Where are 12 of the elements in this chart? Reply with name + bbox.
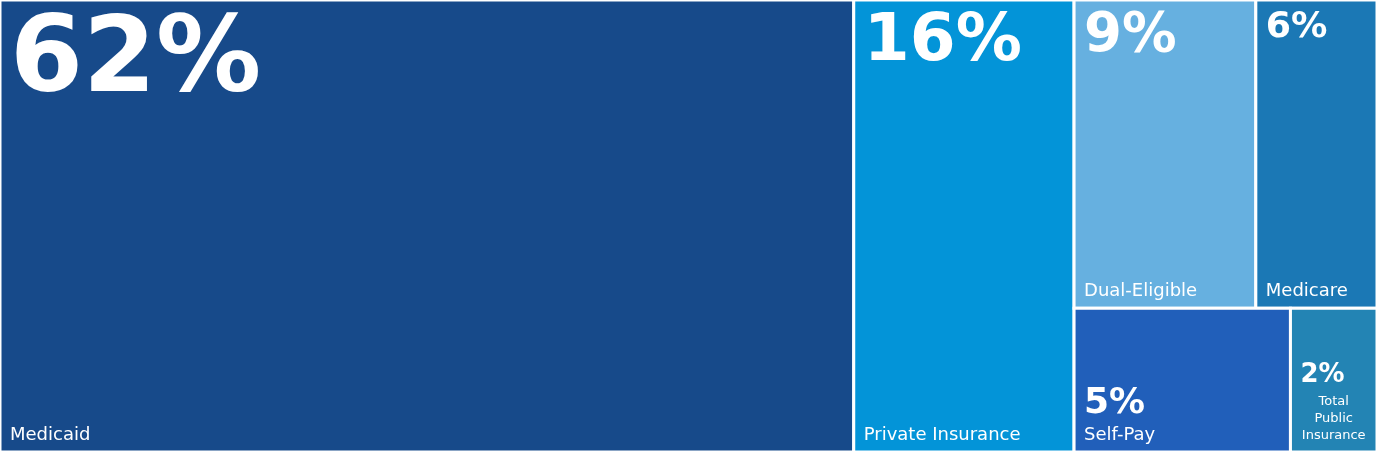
data-label: 5% xyxy=(1084,380,1146,422)
category-label: Medicaid xyxy=(10,423,91,444)
category-label: Medicare xyxy=(1265,279,1348,301)
category-label: Total Public Insurance xyxy=(1301,393,1366,442)
category-label: Private Insurance xyxy=(863,423,1021,444)
data-label: 16% xyxy=(863,0,1022,76)
category-label: Dual-Eligible xyxy=(1084,279,1198,301)
data-label: 2% xyxy=(1300,358,1345,389)
category-label: Self-Pay xyxy=(1084,423,1156,444)
data-label: 62% xyxy=(10,0,262,116)
data-label: 9% xyxy=(1084,0,1177,64)
data-label: 6% xyxy=(1265,3,1328,46)
